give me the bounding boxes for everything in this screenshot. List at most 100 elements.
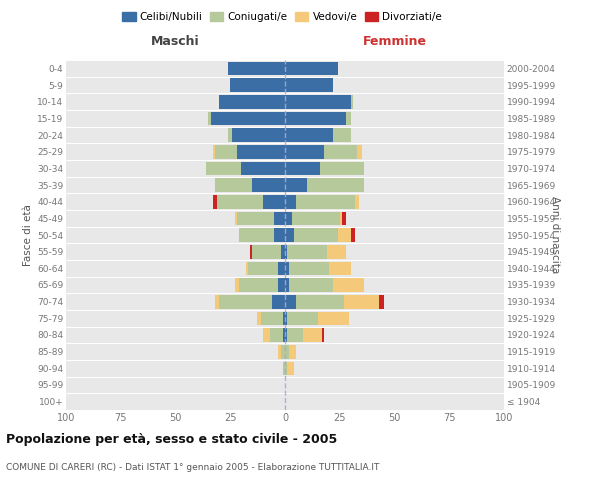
Bar [278, 262, 285, 275]
Legend: Celibi/Nubili, Coniugati/e, Vedovi/e, Divorziati/e: Celibi/Nubili, Coniugati/e, Vedovi/e, Di… [118, 8, 446, 26]
Bar [278, 345, 281, 358]
Bar [228, 128, 232, 142]
Bar [307, 178, 364, 192]
Bar [274, 228, 285, 242]
Y-axis label: Anni di nascita: Anni di nascita [550, 196, 560, 274]
Bar [250, 245, 252, 258]
Bar [340, 212, 342, 225]
Bar [285, 328, 287, 342]
Bar [283, 362, 285, 375]
Bar [285, 295, 296, 308]
Bar [261, 312, 283, 325]
Bar [285, 312, 287, 325]
Bar [285, 278, 289, 292]
Bar [248, 262, 278, 275]
Bar [285, 145, 325, 158]
Bar [278, 278, 285, 292]
Bar [230, 78, 285, 92]
Bar [285, 112, 346, 125]
Bar [333, 278, 364, 292]
Bar [351, 228, 355, 242]
Bar [215, 178, 252, 192]
Bar [215, 295, 220, 308]
Bar [235, 212, 237, 225]
Bar [285, 178, 307, 192]
Bar [272, 295, 285, 308]
Bar [252, 245, 281, 258]
Bar [285, 362, 287, 375]
Bar [274, 212, 285, 225]
Bar [355, 195, 359, 208]
Bar [263, 328, 269, 342]
Bar [289, 345, 296, 358]
Text: Maschi: Maschi [151, 36, 200, 49]
Bar [318, 312, 349, 325]
Bar [257, 312, 261, 325]
Bar [320, 162, 364, 175]
Bar [220, 295, 272, 308]
Bar [245, 262, 248, 275]
Bar [285, 128, 333, 142]
Bar [211, 112, 285, 125]
Bar [237, 212, 274, 225]
Bar [237, 145, 285, 158]
Bar [285, 212, 292, 225]
Bar [322, 328, 325, 342]
Bar [220, 95, 285, 108]
Bar [287, 312, 318, 325]
Bar [232, 128, 285, 142]
Bar [285, 345, 289, 358]
Bar [281, 345, 285, 358]
Bar [285, 62, 338, 75]
Bar [285, 262, 289, 275]
Bar [239, 278, 278, 292]
Text: COMUNE DI CARERI (RC) - Dati ISTAT 1° gennaio 2005 - Elaborazione TUTTITALIA.IT: COMUNE DI CARERI (RC) - Dati ISTAT 1° ge… [6, 462, 379, 471]
Bar [228, 62, 285, 75]
Bar [285, 195, 296, 208]
Bar [287, 245, 326, 258]
Bar [292, 212, 340, 225]
Bar [333, 128, 350, 142]
Bar [344, 295, 379, 308]
Bar [325, 145, 357, 158]
Bar [252, 178, 285, 192]
Y-axis label: Fasce di età: Fasce di età [23, 204, 33, 266]
Bar [239, 228, 274, 242]
Bar [217, 195, 263, 208]
Bar [346, 112, 350, 125]
Bar [287, 328, 302, 342]
Bar [285, 78, 333, 92]
Bar [329, 262, 351, 275]
Bar [285, 245, 287, 258]
Bar [296, 195, 355, 208]
Bar [289, 278, 333, 292]
Bar [283, 328, 285, 342]
Bar [296, 295, 344, 308]
Bar [379, 295, 383, 308]
Bar [294, 228, 338, 242]
Bar [351, 95, 353, 108]
Bar [215, 145, 237, 158]
Bar [269, 328, 283, 342]
Bar [241, 162, 285, 175]
Bar [287, 362, 294, 375]
Bar [213, 145, 215, 158]
Bar [342, 212, 346, 225]
Bar [285, 95, 351, 108]
Bar [213, 195, 217, 208]
Bar [281, 245, 285, 258]
Bar [289, 262, 329, 275]
Bar [235, 278, 239, 292]
Bar [206, 162, 241, 175]
Bar [285, 162, 320, 175]
Bar [357, 145, 362, 158]
Text: Femmine: Femmine [362, 36, 427, 49]
Bar [208, 112, 211, 125]
Bar [326, 245, 346, 258]
Bar [283, 312, 285, 325]
Bar [302, 328, 322, 342]
Bar [285, 228, 294, 242]
Text: Popolazione per età, sesso e stato civile - 2005: Popolazione per età, sesso e stato civil… [6, 432, 337, 446]
Bar [263, 195, 285, 208]
Bar [338, 228, 350, 242]
